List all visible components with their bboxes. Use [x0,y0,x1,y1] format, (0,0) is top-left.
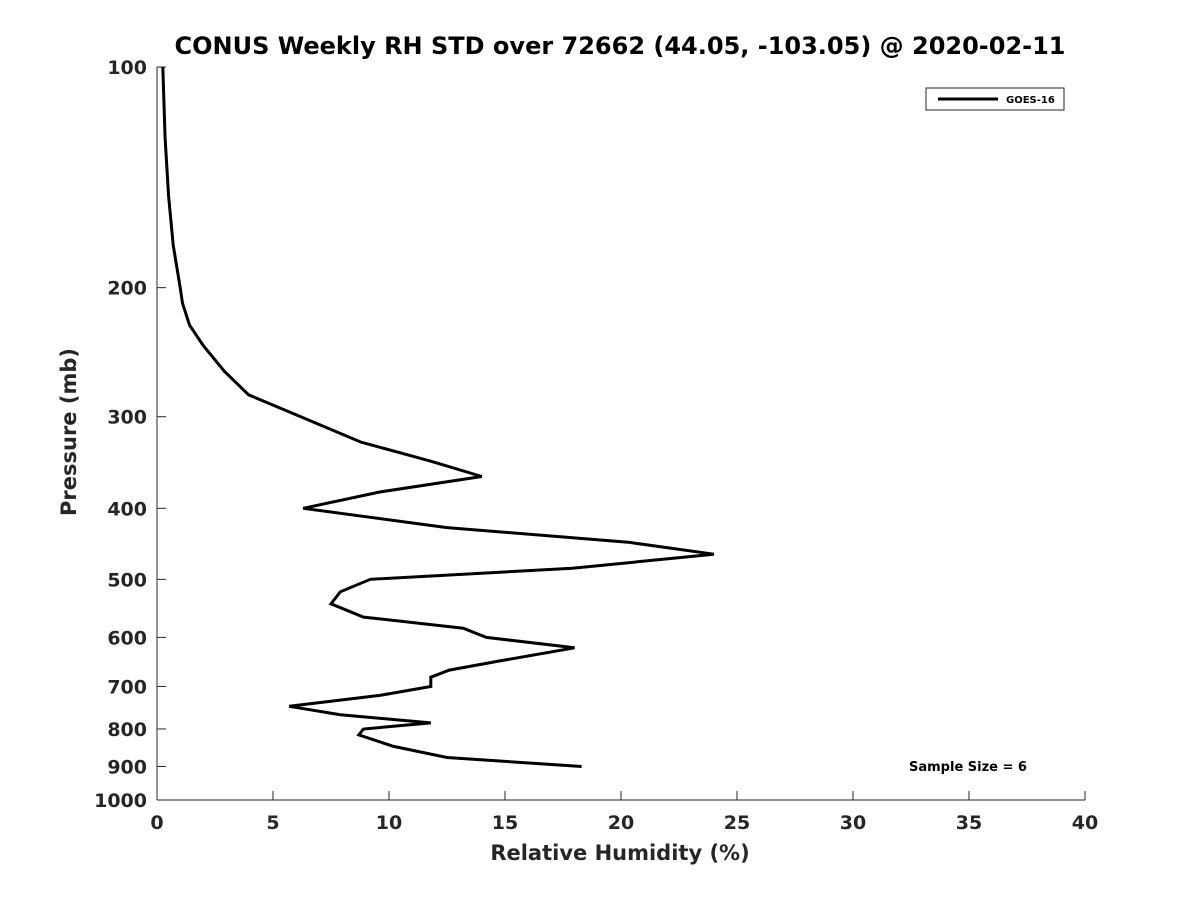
y-tick-label: 700 [107,676,147,698]
y-tick-label: 900 [107,756,147,778]
x-tick-label: 15 [492,812,518,834]
legend-label-goes-16: GOES-16 [1006,95,1055,106]
y-tick-label: 200 [107,278,147,300]
y-tick-label: 400 [107,498,147,520]
legend: GOES-16 [925,87,1065,111]
plot-axes: 0 5 10 15 20 25 30 35 40 100 200 300 400 500 600 700 800… [94,57,1098,834]
y-tick-label: 100 [107,57,147,79]
x-tick-label: 5 [266,812,279,834]
x-tick-label: 10 [376,812,402,834]
x-tick-label: 40 [1072,812,1098,834]
x-tick-label: 0 [150,812,163,834]
y-tick-label: 500 [107,569,147,591]
y-tick-label: 600 [107,627,147,649]
series-line-goes-16 [161,66,715,768]
x-tick-label: 20 [608,812,634,834]
x-tick-label: 30 [840,812,866,834]
y-tick-label: 1000 [94,790,147,812]
chart-title: CONUS Weekly RH STD over 72662 (44.05, -… [174,32,1065,60]
y-tick-label: 800 [107,719,147,741]
y-axis-label: Pressure (mb) [57,348,81,516]
x-axis-label: Relative Humidity (%) [490,841,749,865]
x-tick-label: 25 [724,812,750,834]
x-tick-label: 35 [956,812,982,834]
sample-size-annotation: Sample Size = 6 [909,760,1027,775]
y-tick-label: 300 [107,407,147,429]
series-layer [161,66,715,768]
